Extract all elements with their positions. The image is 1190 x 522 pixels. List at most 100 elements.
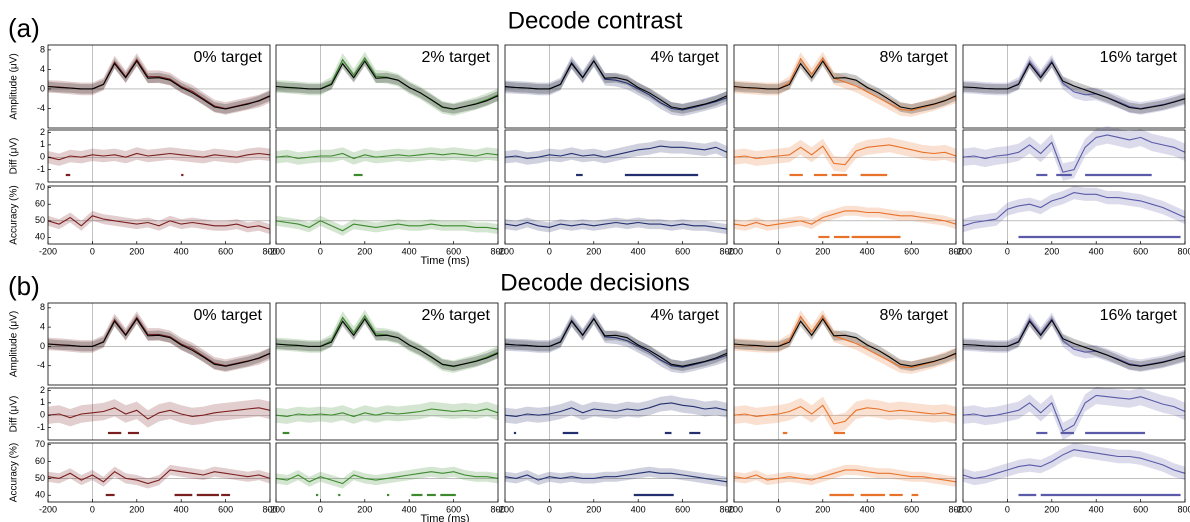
x-tick-label: 200 — [129, 504, 144, 514]
panel-title: 0% target — [194, 307, 263, 324]
plot-frame — [47, 185, 271, 245]
plot-frame — [962, 442, 1186, 503]
confidence-band — [963, 54, 1185, 115]
x-tick-label: 600 — [446, 504, 461, 514]
y-tick-label: 0 — [40, 83, 45, 93]
confidence-band — [505, 314, 727, 371]
confidence-band — [963, 386, 1185, 440]
x-tick-label: 400 — [1089, 504, 1104, 514]
y-tick-label: 60 — [35, 456, 45, 466]
confidence-band — [734, 396, 956, 433]
y-tick-label: 0 — [40, 152, 45, 162]
confidence-band — [734, 137, 956, 173]
data-line — [962, 192, 1186, 227]
x-tick-label: 600 — [446, 246, 461, 256]
confidence-band — [734, 56, 956, 114]
y-axis-label: Diff (μV) — [9, 396, 20, 433]
x-tick-label: 400 — [860, 246, 875, 256]
confidence-band — [734, 314, 956, 371]
data-line — [275, 408, 499, 418]
y-tick-label: -4 — [37, 360, 45, 370]
panel-title: 4% target — [651, 307, 720, 324]
plot-frame — [733, 442, 957, 503]
y-tick-label: 4 — [40, 321, 45, 331]
confidence-band — [48, 53, 270, 115]
y-tick-label: 50 — [35, 215, 45, 225]
x-tick-label: 0 — [776, 504, 781, 514]
plot-frame — [962, 129, 1186, 183]
plot-frame — [275, 387, 499, 441]
x-tick-label: 800 — [1177, 504, 1190, 514]
data-line — [504, 60, 728, 110]
x-tick-label: 800 — [490, 246, 505, 256]
x-tick-label: 800 — [490, 504, 505, 514]
x-tick-label: 800 — [719, 504, 734, 514]
plot-frame — [47, 44, 271, 129]
x-tick-label: 800 — [948, 246, 963, 256]
confidence-band — [276, 51, 498, 116]
x-tick-label: 600 — [675, 246, 690, 256]
confidence-band — [963, 312, 1185, 372]
x-tick-label: 0 — [90, 246, 95, 256]
data-line — [275, 471, 499, 485]
confidence-band — [505, 56, 727, 114]
plot-frame — [962, 185, 1186, 245]
x-tick-label: -200 — [39, 504, 57, 514]
data-line — [504, 221, 728, 230]
x-tick-label: 400 — [402, 504, 417, 514]
y-axis-label: Amplitude (μV) — [9, 53, 20, 119]
x-tick-label: 200 — [1044, 504, 1059, 514]
y-tick-label: 4 — [40, 64, 45, 74]
plot-frame — [47, 129, 271, 183]
section-label: (a) — [8, 13, 40, 43]
confidence-band — [276, 309, 498, 373]
plot-frame — [733, 129, 957, 183]
confidence-band — [734, 51, 956, 117]
x-tick-label: 800 — [1177, 246, 1190, 256]
data-line — [962, 449, 1186, 479]
plot-frame — [962, 387, 1186, 441]
y-tick-label: 1 — [40, 139, 45, 149]
y-tick-label: 1 — [40, 397, 45, 407]
plot-frame — [275, 129, 499, 183]
x-tick-label: 600 — [675, 504, 690, 514]
plot-frame — [962, 302, 1186, 386]
confidence-band — [48, 314, 270, 371]
data-line — [275, 317, 499, 367]
confidence-band — [963, 126, 1185, 181]
y-tick-label: -4 — [37, 103, 45, 113]
data-line — [962, 394, 1186, 433]
y-tick-label: -1 — [37, 422, 45, 432]
confidence-band — [276, 56, 498, 114]
x-tick-label: 800 — [719, 246, 734, 256]
confidence-band — [48, 210, 270, 235]
data-line — [47, 215, 271, 230]
data-line — [504, 317, 728, 367]
confidence-band — [505, 395, 727, 424]
data-line — [733, 404, 957, 425]
x-tick-label: 600 — [1133, 246, 1148, 256]
plot-frame — [275, 185, 499, 245]
x-tick-label: 200 — [815, 246, 830, 256]
x-tick-label: 600 — [218, 504, 233, 514]
panel-title: 8% target — [880, 49, 949, 66]
x-tick-label: -200 — [496, 246, 514, 256]
confidence-band — [276, 314, 498, 371]
y-tick-label: 2 — [40, 127, 45, 137]
confidence-band — [734, 205, 956, 231]
y-tick-label: 8 — [40, 44, 45, 54]
data-line — [733, 469, 957, 483]
y-tick-label: 50 — [35, 473, 45, 483]
x-axis-label: Time (ms) — [420, 513, 469, 522]
y-tick-label: 70 — [35, 439, 45, 449]
x-tick-label: 400 — [631, 246, 646, 256]
x-tick-label: 0 — [547, 504, 552, 514]
y-tick-label: 0 — [40, 341, 45, 351]
y-tick-label: 8 — [40, 302, 45, 312]
y-tick-label: 40 — [35, 490, 45, 500]
x-tick-label: 0 — [318, 504, 323, 514]
plot-frame — [504, 185, 728, 245]
plot-frame — [504, 44, 728, 129]
x-tick-label: 400 — [631, 504, 646, 514]
